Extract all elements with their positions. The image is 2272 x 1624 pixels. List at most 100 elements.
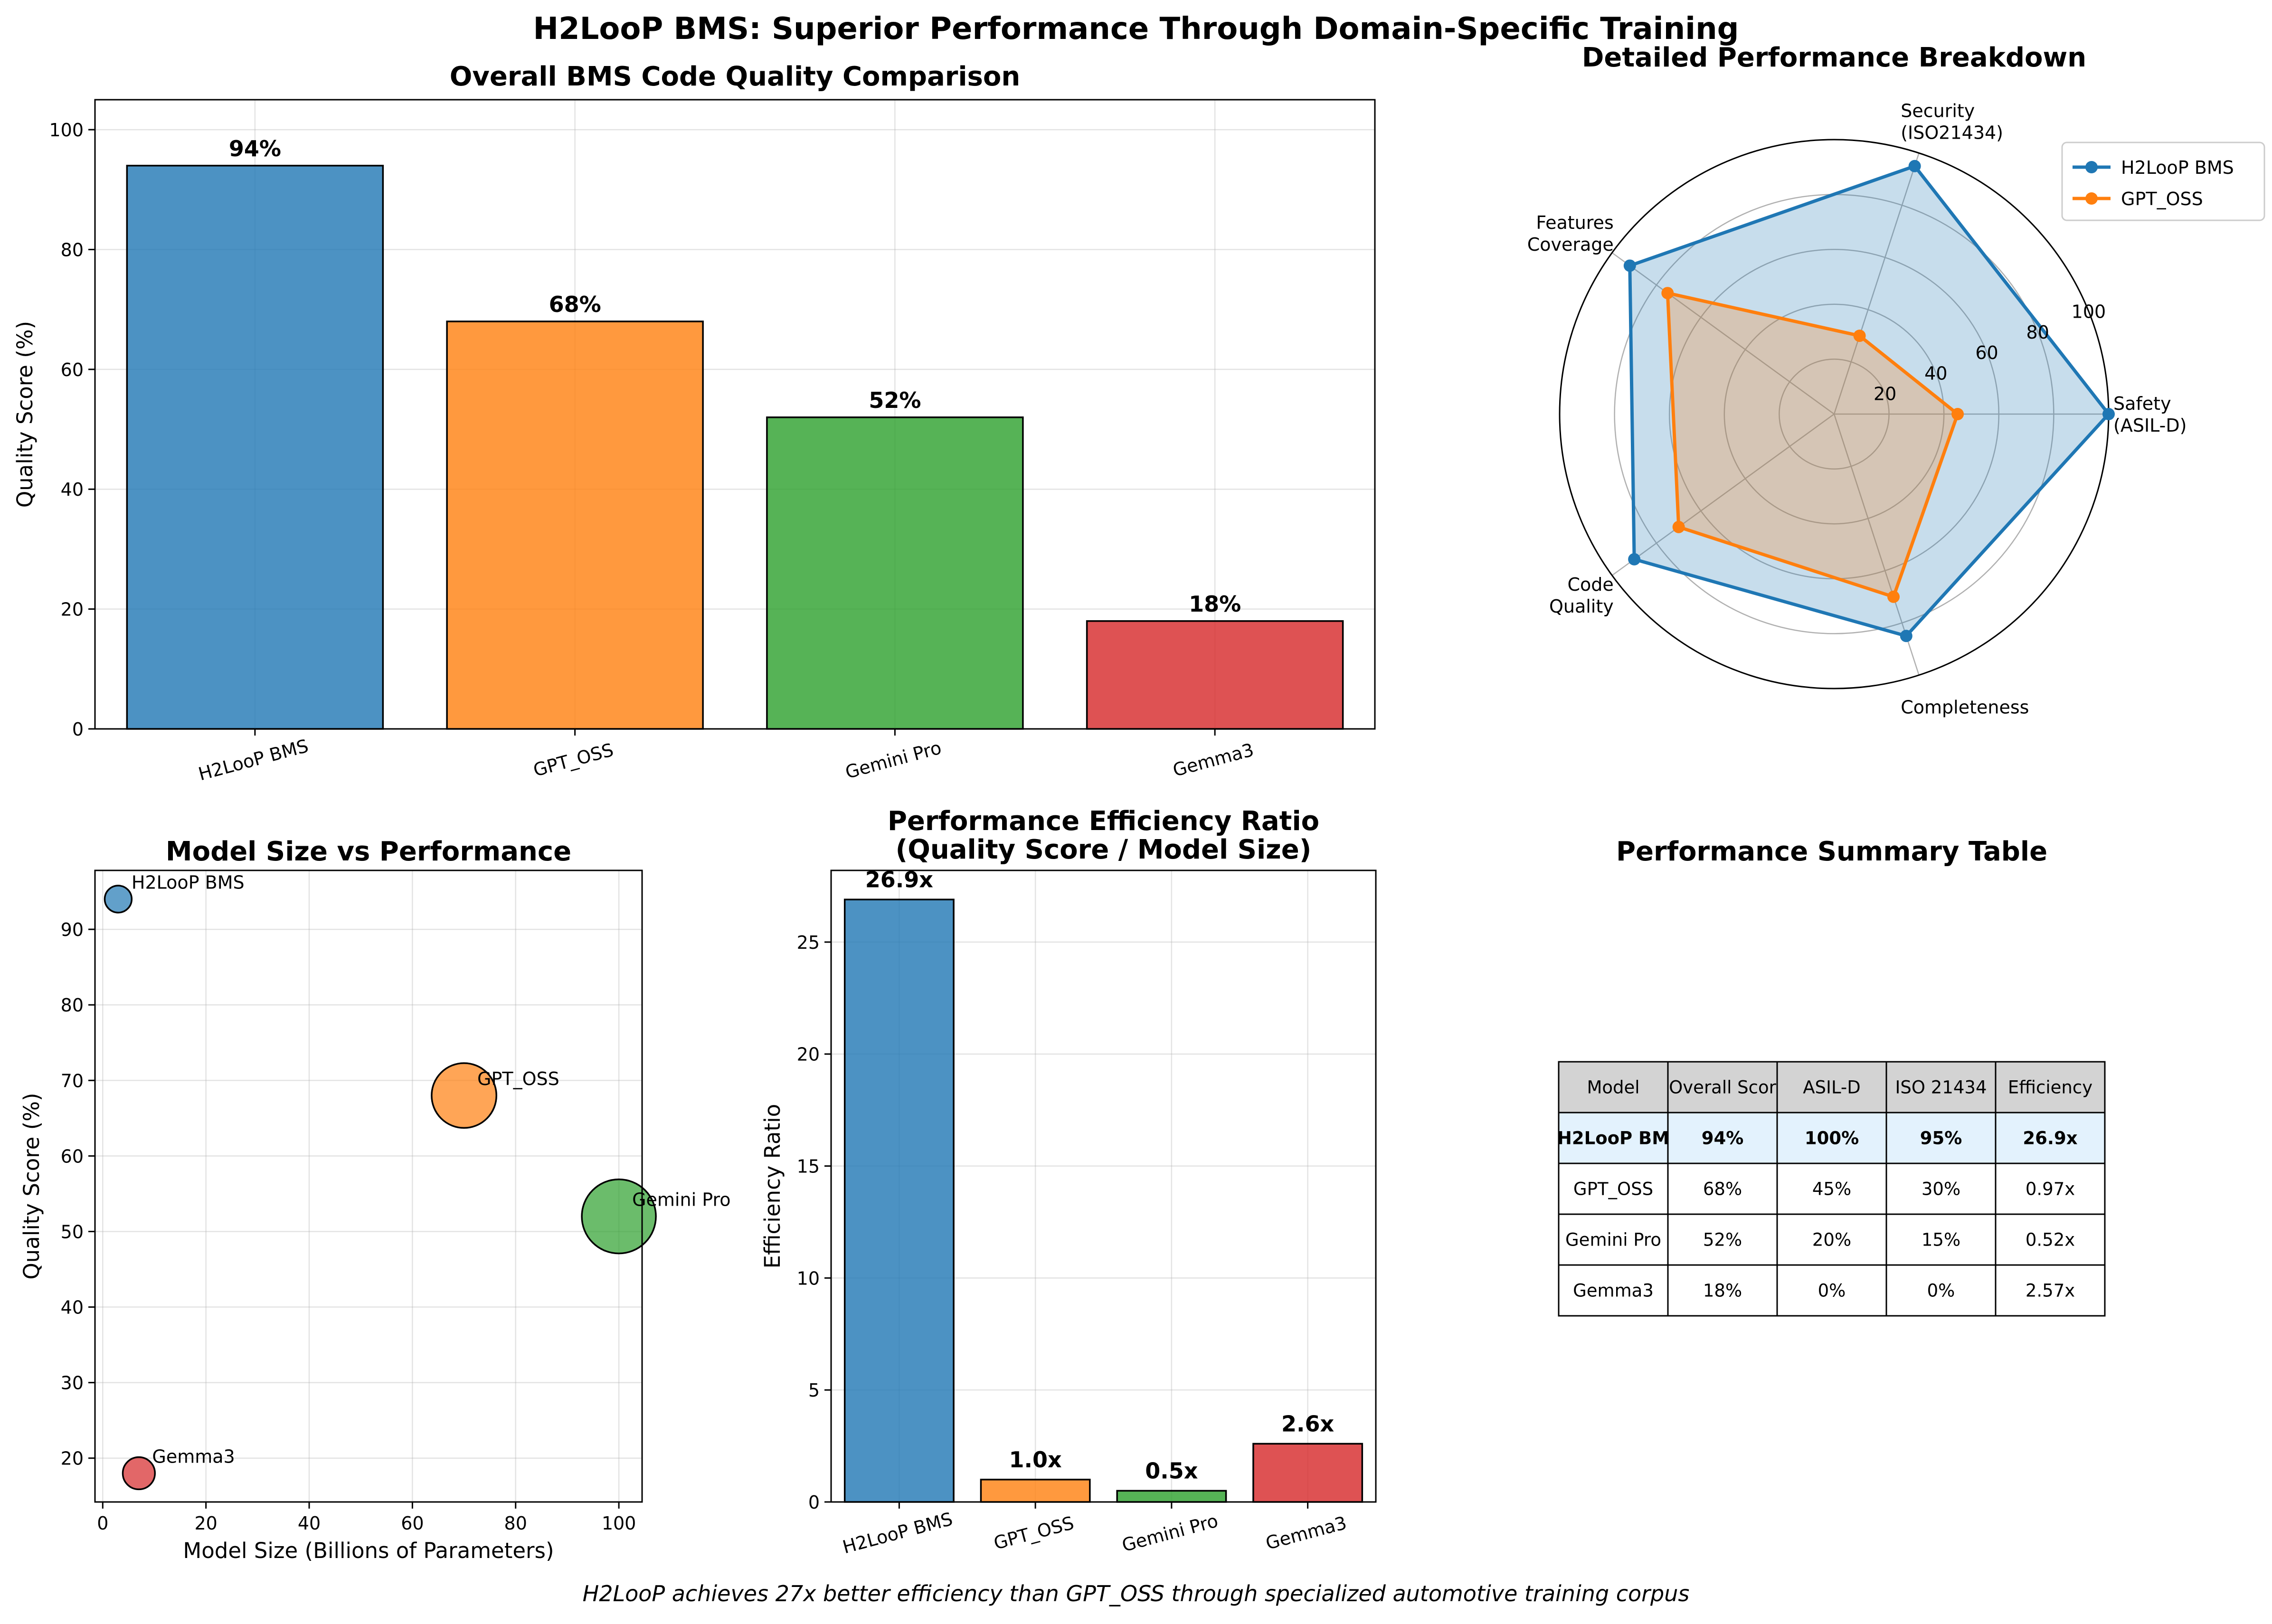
y-tick-label: 40 [61,1297,84,1318]
summary-table: Model Overall Scor ASIL-D ISO 21434 Efficien… [1557,836,2106,1317]
table-header-text: ISO 21434 [1895,1077,1987,1098]
y-tick-label: 80 [61,239,84,260]
table-cell [1667,1264,1778,1317]
table-cell-text: 30% [1922,1179,1960,1199]
table-cell-text: 15% [1922,1230,1960,1250]
radar-axis-label: Code Quality [1549,574,1614,617]
legend-marker [2085,192,2098,205]
table-cell-text: Gemini Pro [1565,1230,1661,1250]
table-cell-text: 100% [1805,1128,1859,1149]
y-tick-label: 60 [61,1146,84,1167]
table-cell-text: 0% [1927,1281,1955,1301]
table-cell-text: 0.52x [2026,1230,2075,1250]
radar-line [1628,164,2111,638]
bar [1116,1490,1227,1503]
y-tick-label: 15 [797,1156,820,1177]
bar-value-label: 2.6x [1281,1411,1334,1436]
table-cell-text: 20% [1812,1230,1851,1250]
y-tick-label: 20 [61,599,84,620]
bar [980,1479,1091,1503]
radar-point [1908,160,1921,172]
legend-label: GPT_OSS [2121,189,2203,209]
table-header-cell [1776,1061,1887,1114]
chart-title: Model Size vs Performance [166,836,571,867]
y-axis-label: Quality Score (%) [19,1093,44,1279]
chart-title: Overall BMS Code Quality Comparison [450,61,1020,92]
table-cell-text: 68% [1703,1179,1742,1199]
table-cell [1667,1162,1778,1215]
table-cell-text: 95% [1920,1128,1962,1149]
x-tick-label: 60 [401,1513,424,1534]
table-cell-text: Gemma3 [1573,1281,1654,1301]
y-tick-label: 0 [72,719,84,740]
radial-tick-label: 40 [1924,363,1947,384]
radar-axis-label: Features Coverage [1527,212,1614,255]
y-axis-label: Efficiency Ratio [760,1104,785,1269]
y-tick-label: 90 [61,919,84,940]
radar-axis-label: Security (ISO21434) [1901,101,2003,143]
bar [1086,620,1344,730]
table-header-text: ASIL-D [1803,1077,1861,1098]
plot-frame [94,869,643,1503]
chart-title: Performance Efficiency Ratio (Quality Sco… [888,806,1319,865]
point-label: Gemini Pro [632,1190,730,1210]
radar-point [1853,330,1866,342]
y-tick-label: 60 [61,359,84,380]
bar-value-label: 18% [1189,591,1241,617]
legend-box [2061,142,2265,221]
table-cell-text: 26.9x [2023,1128,2077,1149]
radar-point [1951,408,1964,420]
table-cell-text: 94% [1702,1128,1744,1149]
radar-point [1900,630,1912,642]
radar-chart: 20 40 60 80 100 Safety (ASIL-D) Security (ISO214… [1527,42,2265,718]
table-cell-text: 0.97x [2026,1179,2075,1199]
table-cell [1776,1264,1887,1317]
bar [843,898,955,1503]
table-cell [1995,1213,2106,1266]
bar-value-label: 0.5x [1145,1458,1198,1483]
legend-marker [2085,161,2098,173]
radar-axis-label: Safety (ASIL-D) [2113,393,2187,436]
table-cell [1885,1264,1997,1317]
table-cell-text: 0% [1818,1281,1846,1301]
point-label: H2LooP BMS [132,872,245,893]
spoke-line [1833,152,1920,415]
scatter-point [122,1456,156,1491]
plot-frame [830,869,1377,1503]
point-label: GPT_OSS [477,1068,559,1089]
y-tick-label: 10 [797,1268,820,1289]
y-tick-label: 25 [797,932,820,953]
y-axis-label: Quality Score (%) [12,321,38,508]
bar [126,165,384,730]
y-tick-label: 80 [61,995,84,1016]
table-cell [1558,1213,1669,1266]
bar [1252,1443,1363,1503]
figure-title: H2LooP BMS: Superior Performance Through… [533,11,1739,47]
radar-area [1629,166,2109,636]
table-cell [1776,1162,1887,1215]
y-tick-label: 20 [61,1448,84,1469]
table-cell [1885,1162,1997,1215]
table-cell-text: 18% [1703,1281,1742,1301]
bar [446,321,704,730]
y-tick-label: 100 [49,120,84,141]
spoke-line [1611,413,1835,576]
table-header-cell [1995,1061,2106,1114]
table-cell-text: H2LooP BM [1557,1128,1669,1149]
table-cell-text: GPT_OSS [1573,1179,1653,1199]
point-label: Gemma3 [152,1446,235,1467]
x-tick-label: 100 [602,1513,636,1534]
x-tick-label: 80 [504,1513,527,1534]
radar-axis-label: Completeness [1901,697,2029,718]
radar-point [2102,408,2115,420]
bar-value-label: 52% [869,387,921,413]
table-header-text: Efficiency [2008,1077,2092,1098]
table-header-cell [1885,1061,1997,1114]
table-header-text: Overall Scor [1669,1077,1776,1098]
radar-point [1623,259,1636,272]
x-tick-label: 20 [194,1513,217,1534]
bar-value-label: 94% [229,136,281,161]
table-header-text: Model [1587,1077,1639,1098]
scatter-point [431,1062,498,1129]
table-cell [1667,1112,1778,1164]
